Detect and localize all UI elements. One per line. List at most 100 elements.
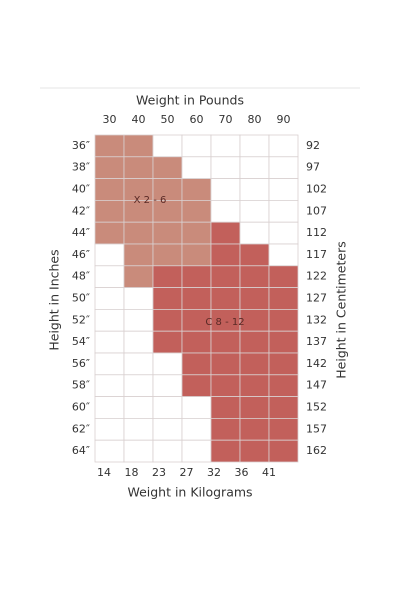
grid-cell — [94, 352, 125, 376]
grid-cell — [210, 287, 241, 310]
left-axis-title: Height in Inches — [47, 249, 62, 350]
region-label: C 8 - 12 — [205, 317, 244, 328]
centimeters-label: 157 — [306, 422, 327, 435]
centimeters-label: 92 — [306, 139, 320, 152]
grid-cell — [268, 178, 299, 201]
grid-cell — [94, 243, 125, 267]
grid-cell — [123, 439, 154, 463]
grid-cell — [210, 134, 241, 158]
grid-cell — [239, 439, 270, 463]
grid-cell — [268, 330, 299, 354]
grid-cell — [94, 287, 125, 310]
grid-cell — [210, 243, 241, 267]
grid-cell — [123, 308, 154, 332]
grid-cell — [152, 439, 183, 463]
inches-label: 44″ — [72, 226, 90, 239]
grid-cell — [239, 352, 270, 376]
grid-cell — [239, 374, 270, 397]
grid-cell — [210, 199, 241, 223]
grid-cell — [210, 396, 241, 419]
grid-cell — [152, 243, 183, 267]
grid-cell — [268, 265, 299, 288]
inches-label: 42″ — [72, 204, 90, 217]
kilograms-label: 36 — [235, 466, 249, 479]
grid-cell — [268, 396, 299, 419]
grid-cell — [268, 221, 299, 245]
grid-cell — [210, 330, 241, 354]
inches-label: 62″ — [72, 422, 90, 435]
grid-cell — [94, 396, 125, 419]
grid-cell — [94, 199, 125, 223]
inches-label: 54″ — [72, 335, 90, 348]
grid-cell — [123, 330, 154, 354]
grid-cell — [268, 417, 299, 441]
grid-cell — [123, 352, 154, 376]
grid-cell — [239, 396, 270, 419]
grid-cell — [123, 265, 154, 288]
pounds-label: 80 — [248, 113, 262, 126]
grid-cell — [152, 265, 183, 288]
top-axis-title: Weight in Pounds — [136, 93, 244, 108]
grid-cell — [152, 156, 183, 180]
grid-cell — [268, 134, 299, 158]
grid-cell — [181, 287, 212, 310]
grid-cell — [94, 221, 125, 245]
grid-cell — [268, 199, 299, 223]
grid-cell — [268, 352, 299, 376]
bottom-axis-title: Weight in Kilograms — [127, 485, 252, 500]
grid-cell — [210, 265, 241, 288]
grid-cell — [210, 417, 241, 441]
grid-cell — [181, 330, 212, 354]
grid-cell — [123, 221, 154, 245]
centimeters-label: 127 — [306, 292, 327, 305]
inches-label: 46″ — [72, 248, 90, 261]
grid-cell — [239, 134, 270, 158]
grid-cell — [152, 287, 183, 310]
centimeters-label: 132 — [306, 313, 327, 326]
grid-cell — [152, 134, 183, 158]
grid-cell — [94, 134, 125, 158]
grid-cell — [210, 221, 241, 245]
grid-cell — [210, 156, 241, 180]
grid-cell — [239, 178, 270, 201]
inches-label: 56″ — [72, 357, 90, 370]
grid-cell — [181, 439, 212, 463]
grid-cell — [152, 308, 183, 332]
grid-cell — [94, 156, 125, 180]
kilograms-label: 23 — [152, 466, 166, 479]
grid-cell — [94, 265, 125, 288]
grid-cell — [239, 156, 270, 180]
grid-cell — [239, 287, 270, 310]
centimeters-label: 137 — [306, 335, 327, 348]
grid-cell — [181, 178, 212, 201]
grid-cell — [152, 330, 183, 354]
pounds-label: 60 — [190, 113, 204, 126]
grid-cell — [123, 156, 154, 180]
kilograms-label: 32 — [207, 466, 221, 479]
inches-label: 48″ — [72, 270, 90, 283]
pounds-label: 40 — [132, 113, 146, 126]
grid-cell — [268, 374, 299, 397]
grid-cell — [94, 417, 125, 441]
grid-cell — [123, 134, 154, 158]
pounds-label: 90 — [277, 113, 291, 126]
grid-cell — [181, 396, 212, 419]
grid-cell — [181, 265, 212, 288]
grid-cell — [268, 439, 299, 463]
grid-cell — [210, 178, 241, 201]
grid-cell — [239, 243, 270, 267]
grid-cell — [239, 417, 270, 441]
inches-label: 40″ — [72, 183, 90, 196]
grid-cell — [152, 374, 183, 397]
grid-cell — [239, 199, 270, 223]
grid-cell — [181, 352, 212, 376]
grid-cell — [94, 178, 125, 201]
centimeters-label: 162 — [306, 444, 327, 457]
grid-cell — [181, 417, 212, 441]
centimeters-label: 102 — [306, 183, 327, 196]
grid-cell — [181, 199, 212, 223]
grid-cell — [123, 243, 154, 267]
centimeters-label: 117 — [306, 248, 327, 261]
grid-cell — [152, 417, 183, 441]
right-axis-title: Height in Centimeters — [334, 241, 349, 379]
